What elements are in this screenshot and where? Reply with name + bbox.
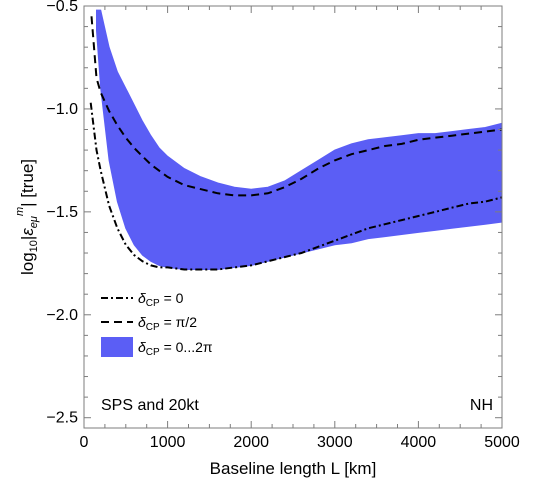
legend-label-dcp-pi-half-symbol: δ: [138, 314, 146, 330]
series-line-dcp-pi-half: [90, 16, 503, 197]
x-tick-label: 5000: [484, 434, 520, 451]
y-axis-label-suffix: [true]: [18, 159, 37, 202]
legend-label-dcp0-symbol: δ: [138, 290, 146, 306]
legend-label-band: δCP = 0...2π: [138, 339, 213, 358]
y-axis-label-prefix-sub: 10: [28, 240, 40, 252]
x-tick-label: 4000: [401, 434, 437, 451]
legend-label-dcp-pi-half-sub: CP: [146, 322, 160, 333]
legend-label-dcp0-text: = 0: [160, 290, 184, 306]
legend-label-band-sub: CP: [146, 347, 160, 358]
y-axis-label-bar-close: |: [18, 202, 37, 206]
ticks-layer: 0 1000 2000 3000 4000 5000 −2.5 −2.0 −1.5 −1.0 −0.…: [46, 0, 519, 451]
y-tick-label: −2.0: [46, 307, 78, 324]
y-tick-label: −2.5: [46, 410, 78, 427]
legend-label-dcp0-sub: CP: [146, 298, 160, 309]
legend-label-dcp-pi-half: δCP = π/2: [138, 314, 197, 333]
legend: δCP = 0 δCP = π/2 δCP = 0...2π: [101, 290, 213, 358]
legend-label-dcp0: δCP = 0: [138, 290, 184, 309]
legend-swatch-band: [101, 337, 133, 357]
y-tick-label: −1.5: [46, 204, 78, 221]
y-axis-label-prefix: log: [18, 252, 37, 275]
y-axis-label: log10|εeμm| [true]: [14, 159, 40, 275]
x-tick-label: 1000: [150, 434, 186, 451]
x-tick-label: 3000: [317, 434, 353, 451]
series-layer: [89, 16, 503, 271]
y-axis-label-bar-open: |: [18, 236, 37, 240]
y-tick-label: −1.0: [46, 101, 78, 118]
y-tick-label: −0.5: [46, 0, 78, 15]
annotation-experiment: SPS and 20kt: [101, 397, 199, 414]
legend-label-band-text: = 0...2π: [160, 339, 213, 355]
annotation-hierarchy: NH: [470, 397, 493, 414]
legend-label-band-symbol: δ: [138, 339, 146, 355]
x-tick-label: 0: [80, 434, 89, 451]
series-line-dcp0: [89, 102, 503, 271]
x-tick-label: 2000: [233, 434, 269, 451]
y-axis-label-symbol-sub: eμ: [28, 216, 40, 228]
x-axis-label: Baseline length L [km]: [210, 459, 377, 478]
legend-label-dcp-pi-half-text: = π/2: [160, 314, 198, 330]
y-axis-label-symbol-sup: m: [14, 207, 26, 216]
y-axis-label-symbol: ε: [18, 228, 37, 236]
